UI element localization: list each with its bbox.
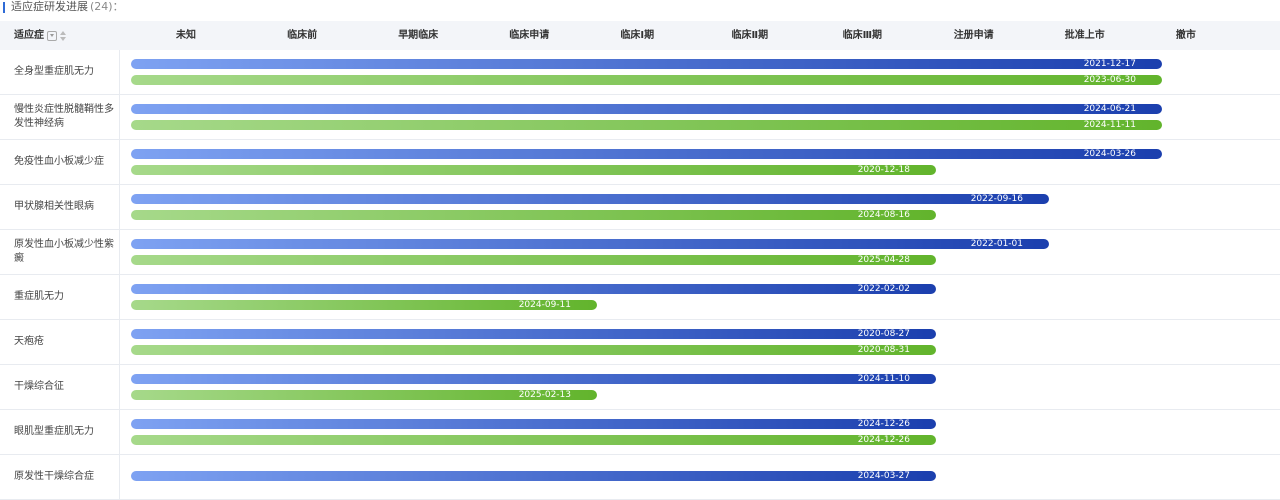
progress-bar-green[interactable]: 2025-02-13	[131, 390, 597, 400]
progress-bar-blue[interactable]: 2022-02-02	[131, 284, 936, 294]
column-divider	[119, 455, 120, 499]
indication-name[interactable]: 免疫性血小板减少症	[14, 156, 104, 167]
progress-bar-blue[interactable]: 2022-01-01	[131, 239, 1049, 249]
progress-bar-blue[interactable]: 2024-11-10	[131, 374, 936, 384]
table-header: 适应症 未知 临床前 早期临床 临床申请 临床Ⅰ期 临床Ⅱ期 临床Ⅲ期 注册申请 批准上市 撤市	[0, 21, 1280, 50]
progress-bar-green[interactable]: 2023-06-30	[131, 75, 1162, 85]
stage-header-8: 批准上市	[1064, 30, 1105, 41]
progress-bar-blue[interactable]: 2024-03-27	[131, 471, 936, 481]
stage-header-2: 早期临床	[398, 30, 439, 41]
stage-header-9: 撤市	[1175, 30, 1196, 41]
table-row: 眼肌型重症肌无力 2024-12-26 2024-12-26	[0, 410, 1280, 455]
indication-column-header[interactable]: 适应症	[14, 21, 66, 50]
progress-bar-green[interactable]: 2020-08-31	[131, 345, 936, 355]
stage-header-5: 临床Ⅱ期	[731, 30, 769, 41]
indication-count: (24)：	[90, 0, 124, 13]
table-row: 全身型重症肌无力 2021-12-17 2023-06-30	[0, 50, 1280, 95]
column-divider	[119, 50, 120, 94]
table-row: 慢性炎症性脱髓鞘性多发性神经病 2024-06-21 2024-11-11	[0, 95, 1280, 140]
progress-bar-green[interactable]: 2025-04-28	[131, 255, 936, 265]
section-title: 适应症研发进展 (24)：	[0, 0, 124, 14]
column-divider	[119, 365, 120, 409]
stage-header-3: 临床申请	[509, 30, 550, 41]
indication-header-label: 适应症	[14, 30, 44, 41]
progress-bar-green[interactable]: 2024-08-16	[131, 210, 936, 220]
indication-name[interactable]: 天疱疮	[14, 336, 44, 347]
indication-name[interactable]: 慢性炎症性脱髓鞘性多发性神经病	[14, 104, 114, 129]
progress-bar-blue[interactable]: 2021-12-17	[131, 59, 1162, 69]
table-row: 重症肌无力 2022-02-02 2024-09-11	[0, 275, 1280, 320]
column-divider	[119, 275, 120, 319]
progress-bar-blue[interactable]: 2020-08-27	[131, 329, 936, 339]
stage-header-7: 注册申请	[953, 30, 994, 41]
stage-header-0: 未知	[176, 30, 196, 41]
column-divider	[119, 185, 120, 229]
table-row: 原发性血小板减少性紫癜 2022-01-01 2025-04-28	[0, 230, 1280, 275]
column-divider	[119, 410, 120, 454]
progress-bar-green[interactable]: 2024-11-11	[131, 120, 1162, 130]
progress-bar-blue[interactable]: 2024-06-21	[131, 104, 1162, 114]
column-divider	[119, 95, 120, 139]
column-divider	[119, 230, 120, 274]
progress-bar-green[interactable]: 2020-12-18	[131, 165, 936, 175]
stage-header-4: 临床Ⅰ期	[620, 30, 655, 41]
progress-bar-green[interactable]: 2024-09-11	[131, 300, 597, 310]
title-accent-bar	[3, 1, 5, 13]
table-row: 甲状腺相关性眼病 2022-09-16 2024-08-16	[0, 185, 1280, 230]
indication-name[interactable]: 全身型重症肌无力	[14, 66, 94, 77]
table-row: 免疫性血小板减少症 2024-03-26 2020-12-18	[0, 140, 1280, 185]
indication-progress-table: 适应症 未知 临床前 早期临床 临床申请 临床Ⅰ期 临床Ⅱ期 临床Ⅲ期 注册申请 批准上市 撤市 …	[0, 21, 1280, 500]
section-title-text: 适应症研发进展	[11, 0, 88, 13]
indication-name[interactable]: 重症肌无力	[14, 291, 64, 302]
filter-icon[interactable]	[47, 30, 57, 41]
progress-bar-blue[interactable]: 2024-12-26	[131, 419, 936, 429]
stage-header-6: 临床Ⅲ期	[842, 30, 883, 41]
indication-name[interactable]: 干燥综合征	[14, 381, 64, 392]
indication-name[interactable]: 甲状腺相关性眼病	[14, 201, 94, 212]
progress-bar-blue[interactable]: 2024-03-26	[131, 149, 1162, 159]
indication-name[interactable]: 原发性干燥综合症	[14, 471, 94, 482]
sort-icon[interactable]	[60, 30, 66, 41]
column-divider	[119, 140, 120, 184]
table-row: 原发性干燥综合症 2024-03-27	[0, 455, 1280, 500]
progress-bar-green[interactable]: 2024-12-26	[131, 435, 936, 445]
table-row: 天疱疮 2020-08-27 2020-08-31	[0, 320, 1280, 365]
column-divider	[119, 320, 120, 364]
indication-name[interactable]: 原发性血小板减少性紫癜	[14, 239, 114, 264]
table-row: 干燥综合征 2024-11-10 2025-02-13	[0, 365, 1280, 410]
indication-name[interactable]: 眼肌型重症肌无力	[14, 426, 94, 437]
progress-bar-blue[interactable]: 2022-09-16	[131, 194, 1049, 204]
stage-header-1: 临床前	[287, 30, 318, 41]
